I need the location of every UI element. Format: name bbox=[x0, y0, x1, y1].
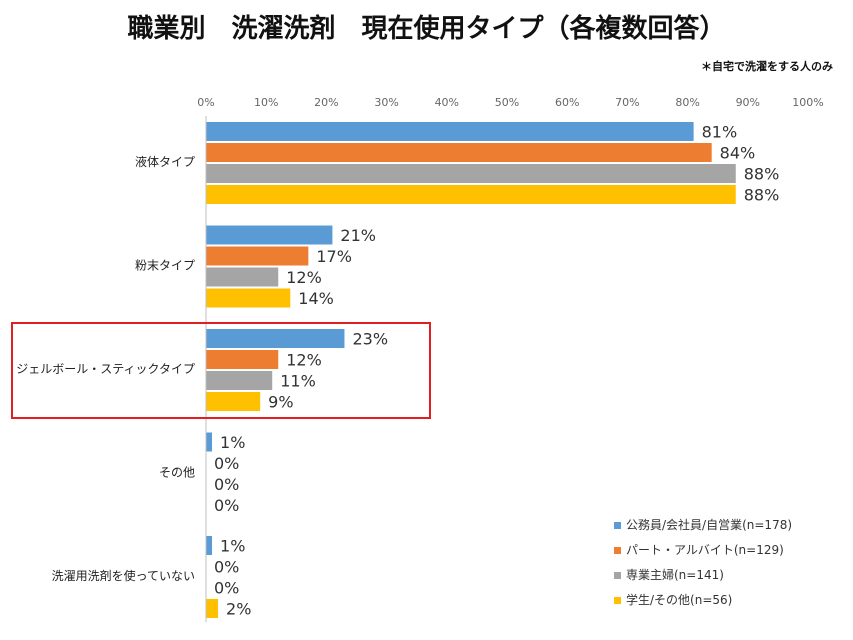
data-label: 14% bbox=[298, 289, 334, 308]
bars bbox=[206, 122, 736, 618]
bar bbox=[206, 599, 219, 618]
x-tick-label: 90% bbox=[736, 96, 760, 109]
data-label: 12% bbox=[286, 351, 322, 370]
x-tick-label: 60% bbox=[555, 96, 579, 109]
data-label: 84% bbox=[720, 144, 756, 163]
legend-swatch bbox=[614, 547, 621, 554]
category-label: 粉末タイプ bbox=[135, 259, 195, 273]
bar bbox=[206, 288, 291, 308]
legend-swatch bbox=[614, 572, 621, 579]
bar bbox=[206, 164, 736, 183]
bar bbox=[206, 350, 279, 369]
data-label: 0% bbox=[214, 496, 239, 515]
data-label: 0% bbox=[214, 454, 239, 473]
data-labels: 81% 84% 88% 88% 21% 17% 12% 14% 23% 12% 11% 9% 1% 0% 0… bbox=[214, 123, 779, 619]
bar bbox=[206, 267, 279, 287]
bar bbox=[206, 185, 736, 204]
data-label: 1% bbox=[220, 537, 245, 556]
bar bbox=[206, 432, 213, 452]
legend-label: 学生/その他(n=56) bbox=[626, 592, 732, 607]
x-tick-label: 50% bbox=[495, 96, 519, 109]
x-tick-label: 70% bbox=[615, 96, 639, 109]
category-label: 液体タイプ bbox=[135, 154, 195, 169]
data-label: 9% bbox=[268, 393, 293, 412]
x-tick-label: 10% bbox=[254, 96, 278, 109]
data-label: 1% bbox=[220, 433, 245, 452]
data-label: 2% bbox=[226, 600, 251, 619]
bar bbox=[206, 225, 333, 245]
x-tick-label: 20% bbox=[314, 96, 338, 109]
data-label: 17% bbox=[316, 247, 352, 266]
category-label: ジェルボール・スティックタイプ bbox=[16, 362, 195, 376]
legend-swatch bbox=[614, 522, 621, 529]
data-label: 11% bbox=[280, 372, 316, 391]
bar bbox=[206, 329, 345, 348]
chart-note: ＊自宅で洗濯をする人のみ bbox=[701, 60, 833, 73]
category-label: 洗濯用洗剤を使っていない bbox=[52, 568, 195, 583]
bar bbox=[206, 371, 273, 390]
category-label: その他 bbox=[159, 466, 195, 480]
data-label: 0% bbox=[214, 558, 239, 577]
x-tick-label: 80% bbox=[675, 96, 699, 109]
highlight-box bbox=[11, 322, 431, 419]
data-label: 0% bbox=[214, 579, 239, 598]
data-label: 12% bbox=[286, 268, 322, 287]
x-tick-label: 0% bbox=[197, 96, 214, 109]
data-label: 21% bbox=[340, 226, 376, 245]
legend-label: パート・アルバイト(n=129) bbox=[626, 543, 784, 557]
chart-title: 職業別 洗濯洗剤 現在使用タイプ（各複数回答） bbox=[127, 14, 726, 44]
data-label: 81% bbox=[702, 123, 738, 142]
x-tick-label: 30% bbox=[374, 96, 398, 109]
data-label: 0% bbox=[214, 475, 239, 494]
legend: 公務員/会社員/自営業(n=178) パート・アルバイト(n=129) 専業主婦(n… bbox=[614, 517, 792, 607]
data-label: 23% bbox=[352, 330, 388, 349]
x-tick-label: 40% bbox=[435, 96, 459, 109]
bar bbox=[206, 122, 694, 141]
x-tick-label: 100% bbox=[792, 96, 823, 109]
data-label: 88% bbox=[744, 165, 780, 184]
x-axis-ticks: 0% 10% 20% 30% 40% 50% 60% 70% 80% 90% 100% bbox=[197, 96, 823, 109]
bar bbox=[206, 246, 309, 266]
bar bbox=[206, 536, 213, 555]
bar bbox=[206, 392, 261, 411]
legend-swatch bbox=[614, 597, 621, 604]
data-label: 88% bbox=[744, 186, 780, 205]
legend-label: 専業主婦(n=141) bbox=[626, 567, 724, 582]
legend-label: 公務員/会社員/自営業(n=178) bbox=[626, 517, 792, 532]
bar bbox=[206, 143, 712, 162]
